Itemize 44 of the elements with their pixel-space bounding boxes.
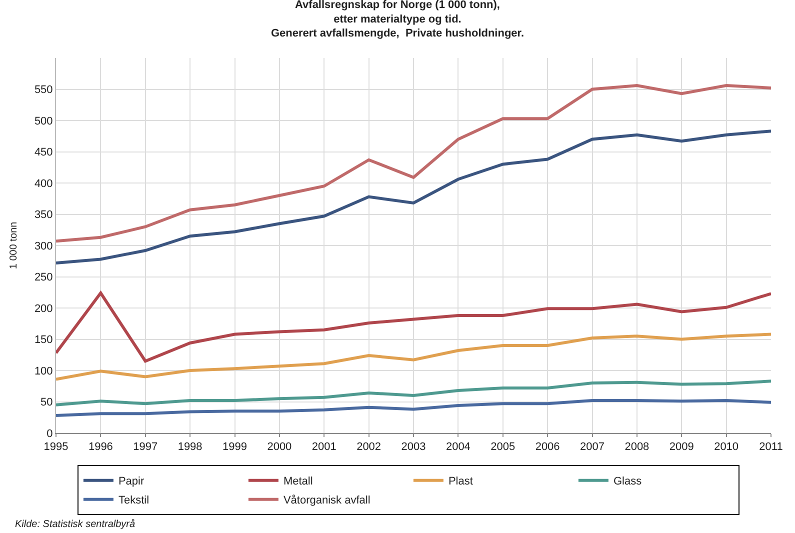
y-tick-label: 550 — [34, 84, 53, 96]
y-tick-label: 450 — [34, 146, 53, 159]
y-tick-label: 0 — [46, 428, 53, 440]
y-tick-label: 350 — [34, 209, 53, 222]
x-tick-label: 1997 — [133, 441, 158, 454]
y-tick-label: 50 — [40, 396, 53, 409]
line-series — [56, 332, 771, 381]
x-tick-label: 1998 — [178, 441, 202, 454]
x-tick-label: 2003 — [401, 441, 426, 454]
x-tick-label: 2000 — [267, 441, 292, 454]
text: Kilde: Statistisk sentralbyrå — [15, 518, 136, 530]
line-series — [56, 380, 771, 406]
y-tick-label: 400 — [34, 178, 53, 190]
x-tick-label: 2011 — [759, 441, 783, 454]
legend-label: Våtorganisk avfall — [283, 494, 370, 507]
x-tick-label: 2007 — [580, 441, 604, 454]
x-tick-label: 1995 — [44, 441, 68, 454]
line-series — [56, 130, 771, 264]
x-tick-label: 2008 — [624, 441, 650, 454]
y-tick-label: 500 — [34, 115, 53, 128]
line-series — [56, 84, 771, 243]
x-tick-label: 2004 — [446, 441, 470, 454]
y-tick-label: 300 — [34, 240, 53, 252]
y-tick-label: 150 — [34, 334, 53, 346]
x-tick-label: 2005 — [490, 441, 516, 454]
chart-title: Avfallsregnskap for Norge (1 000 tonn), etter materialtype og tid. Generert avfallsmengde, Private husholdninger. — [270, 0, 524, 40]
y-tick-label: 100 — [34, 365, 53, 378]
x-tick-label: 2010 — [714, 441, 739, 454]
y-tick-label: 250 — [34, 272, 53, 284]
x-tick-label: 1999 — [222, 441, 247, 454]
legend-label: Tekstil — [118, 494, 150, 507]
x-tick-label: 2009 — [669, 441, 694, 454]
y-axis-title: 1 000 tonn — [8, 222, 20, 270]
line-series — [56, 399, 771, 417]
x-tick-label: 2001 — [312, 441, 336, 454]
line-series — [56, 292, 771, 363]
x-tick-label: 2006 — [535, 441, 560, 454]
legend-label: Metall — [283, 476, 313, 488]
y-tick-label: 200 — [34, 302, 53, 315]
legend-label: Glass — [613, 476, 642, 488]
legend-label: Papir — [118, 476, 144, 488]
x-tick-label: 1996 — [88, 441, 113, 454]
legend-label: Plast — [448, 476, 473, 488]
x-tick-label: 2002 — [356, 441, 382, 454]
